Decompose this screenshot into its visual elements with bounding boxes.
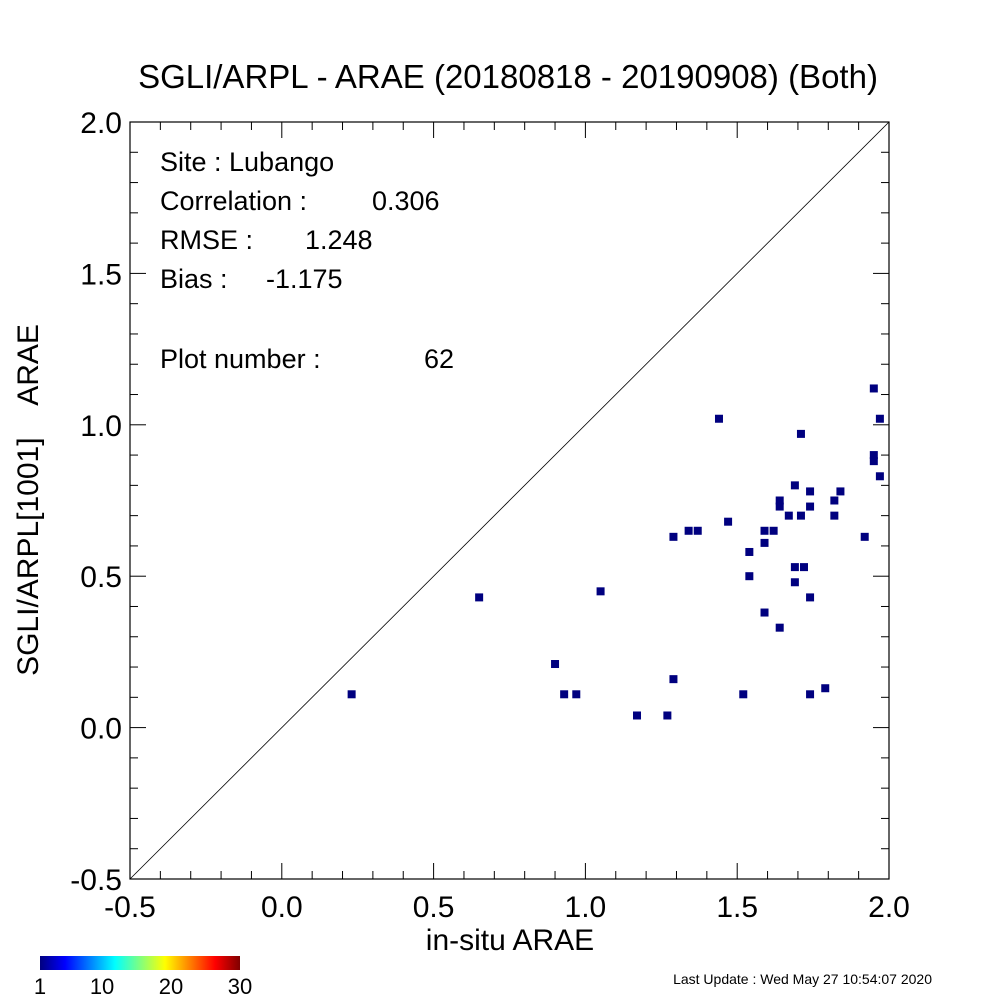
data-point	[875, 414, 884, 423]
colorbar-tick-label: 10	[90, 974, 114, 999]
y-tick-label: 1.0	[80, 410, 122, 443]
data-points	[347, 384, 884, 720]
data-point	[790, 578, 799, 587]
x-tick-label: -0.5	[104, 891, 156, 924]
rmse-label: RMSE :	[160, 225, 253, 255]
correlation-label: Correlation :	[160, 186, 307, 216]
colorbar: 1 10 20 30	[34, 956, 252, 999]
data-point	[790, 481, 799, 490]
plot-number-value: 62	[424, 344, 454, 374]
data-point	[475, 593, 484, 602]
y-tick-label: 0.5	[80, 561, 122, 594]
bias-label: Bias :	[160, 264, 228, 294]
data-point	[745, 572, 754, 581]
data-point	[784, 511, 793, 520]
data-point	[821, 684, 830, 693]
data-point	[775, 496, 784, 505]
last-update-text: Last Update : Wed May 27 10:54:07 2020	[673, 971, 932, 987]
colorbar-gradient	[40, 956, 240, 970]
data-point	[560, 690, 569, 699]
data-point	[790, 563, 799, 572]
data-point	[693, 526, 702, 535]
data-point	[669, 532, 678, 541]
x-tick-label: 0.0	[261, 891, 303, 924]
data-point	[760, 608, 769, 617]
x-axis-label: in-situ ARAE	[426, 924, 594, 957]
data-point	[714, 414, 723, 423]
data-point	[769, 526, 778, 535]
data-point	[806, 593, 815, 602]
data-point	[796, 429, 805, 438]
plot-frame	[129, 121, 890, 880]
x-tick-label: 2.0	[868, 891, 910, 924]
data-point	[806, 502, 815, 511]
data-point	[799, 563, 808, 572]
y-tick-label: 0.0	[80, 713, 122, 746]
data-point	[875, 472, 884, 481]
data-point	[806, 487, 815, 496]
x-tick-label: 1.5	[716, 891, 758, 924]
data-point	[596, 587, 605, 596]
data-point	[775, 623, 784, 632]
data-point	[684, 526, 693, 535]
data-point	[663, 711, 672, 720]
data-point	[633, 711, 642, 720]
colorbar-tick-label: 1	[34, 974, 46, 999]
data-point	[347, 690, 356, 699]
data-point	[775, 502, 784, 511]
colorbar-tick-label: 30	[228, 974, 252, 999]
tick-marks	[129, 121, 890, 880]
data-point	[830, 496, 839, 505]
y-axis-label: SGLI/ARPL[1001] ARAE	[12, 324, 45, 676]
colorbar-tick-label: 20	[159, 974, 183, 999]
data-point	[669, 675, 678, 684]
x-tick-label: 0.5	[413, 891, 455, 924]
data-point	[724, 517, 733, 526]
stats-annotation: Site : Lubango Correlation : 0.306 RMSE …	[160, 147, 454, 374]
one-to-one-line	[129, 121, 890, 880]
data-point	[745, 547, 754, 556]
y-tick-label: 1.5	[80, 258, 122, 291]
y-tick-label: 2.0	[80, 107, 122, 140]
data-point	[806, 690, 815, 699]
chart-title: SGLI/ARPL - ARAE (20180818 - 20190908) (…	[138, 58, 878, 95]
plot-area: -0.5 0.0 0.5 1.0 1.5 2.0 -0.5 0.0 0.5 1.0 1.5 2.0	[70, 107, 910, 924]
rmse-value: 1.248	[305, 225, 373, 255]
data-point	[739, 690, 748, 699]
x-tick-label: 1.0	[565, 891, 607, 924]
data-point	[830, 511, 839, 520]
data-point	[869, 451, 878, 460]
bias-value: -1.175	[266, 264, 343, 294]
plot-number-label: Plot number :	[160, 344, 321, 374]
data-point	[796, 511, 805, 520]
colorbar-tick-labels: 1 10 20 30	[34, 974, 252, 999]
data-point	[572, 690, 581, 699]
x-tick-labels: -0.5 0.0 0.5 1.0 1.5 2.0	[104, 891, 910, 924]
data-point	[551, 660, 560, 669]
site-label: Site : Lubango	[160, 147, 334, 177]
data-point	[860, 532, 869, 541]
y-tick-label: -0.5	[70, 864, 122, 897]
correlation-value: 0.306	[372, 186, 440, 216]
data-point	[760, 526, 769, 535]
data-point	[869, 384, 878, 393]
data-point	[760, 538, 769, 547]
y-tick-labels: -0.5 0.0 0.5 1.0 1.5 2.0	[70, 107, 122, 897]
data-point	[836, 487, 845, 496]
data-point	[869, 457, 878, 466]
